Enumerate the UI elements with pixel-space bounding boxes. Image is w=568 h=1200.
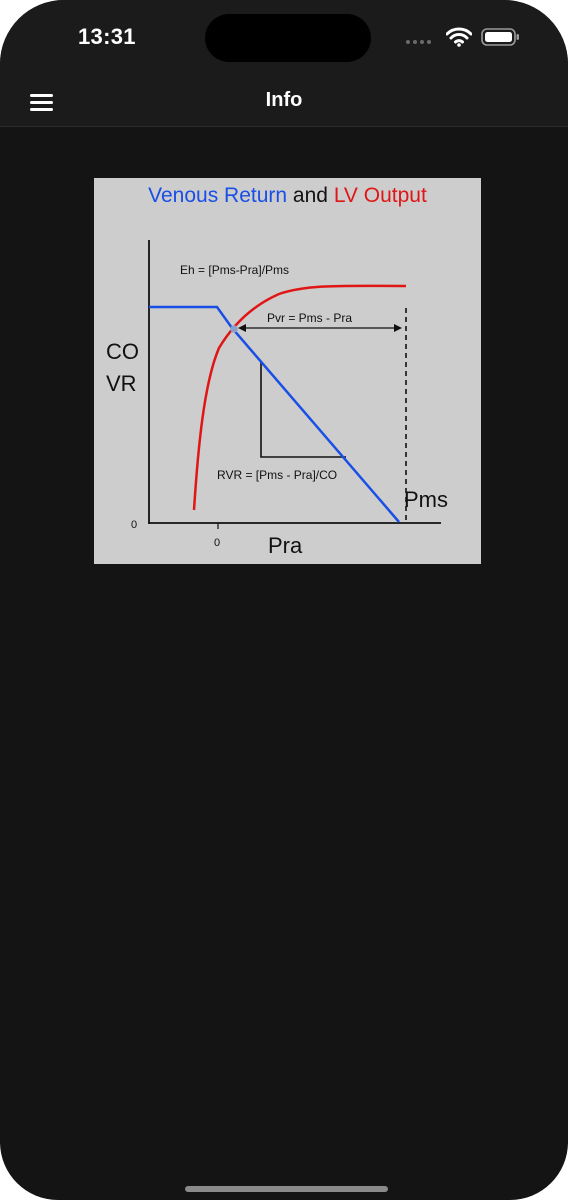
rvr-equation-label: RVR = [Pms - Pra]/CO [217,468,338,482]
diagram-title: Venous Return and LV Output [94,184,481,208]
battery-icon [481,27,521,47]
x-origin-tick-label: 0 [214,537,221,549]
y-axis-label-vr: VR [106,371,137,396]
cellular-signal-icon [406,38,436,46]
home-indicator[interactable] [185,1186,388,1192]
pvr-arrowhead-left [238,324,246,332]
status-time: 13:31 [78,24,136,49]
pvr-arrowhead-right [394,324,402,332]
navigation-bar: Info [0,76,568,127]
intersection-point [230,325,238,333]
dynamic-island [205,14,371,62]
status-bar: 13:31 [0,0,568,76]
rvr-triangle [260,361,346,458]
eh-equation-label: Eh = [Pms-Pra]/Pms [180,263,290,277]
venous-return-line [149,305,400,523]
wifi-icon [445,27,473,47]
y-origin-tick-label: 0 [131,519,138,531]
diagram-drawing [148,240,441,529]
menu-button[interactable] [26,88,58,114]
x-axis-label-pra: Pra [268,533,303,558]
title-lv-output: LV Output [333,184,427,207]
pvr-equation-label: Pvr = Pms - Pra [267,311,353,325]
lv-output-curve [192,284,407,511]
title-venous-return: Venous Return [148,184,288,207]
hamburger-menu-icon [30,94,53,97]
venous-return-diagram: Venous Return and LV Output Eh = [Pms-Pr… [94,178,481,564]
page-title: Info [265,89,303,111]
y-axis-label-co: CO [106,339,139,364]
pms-label: Pms [404,487,448,512]
title-and: and [287,184,334,207]
